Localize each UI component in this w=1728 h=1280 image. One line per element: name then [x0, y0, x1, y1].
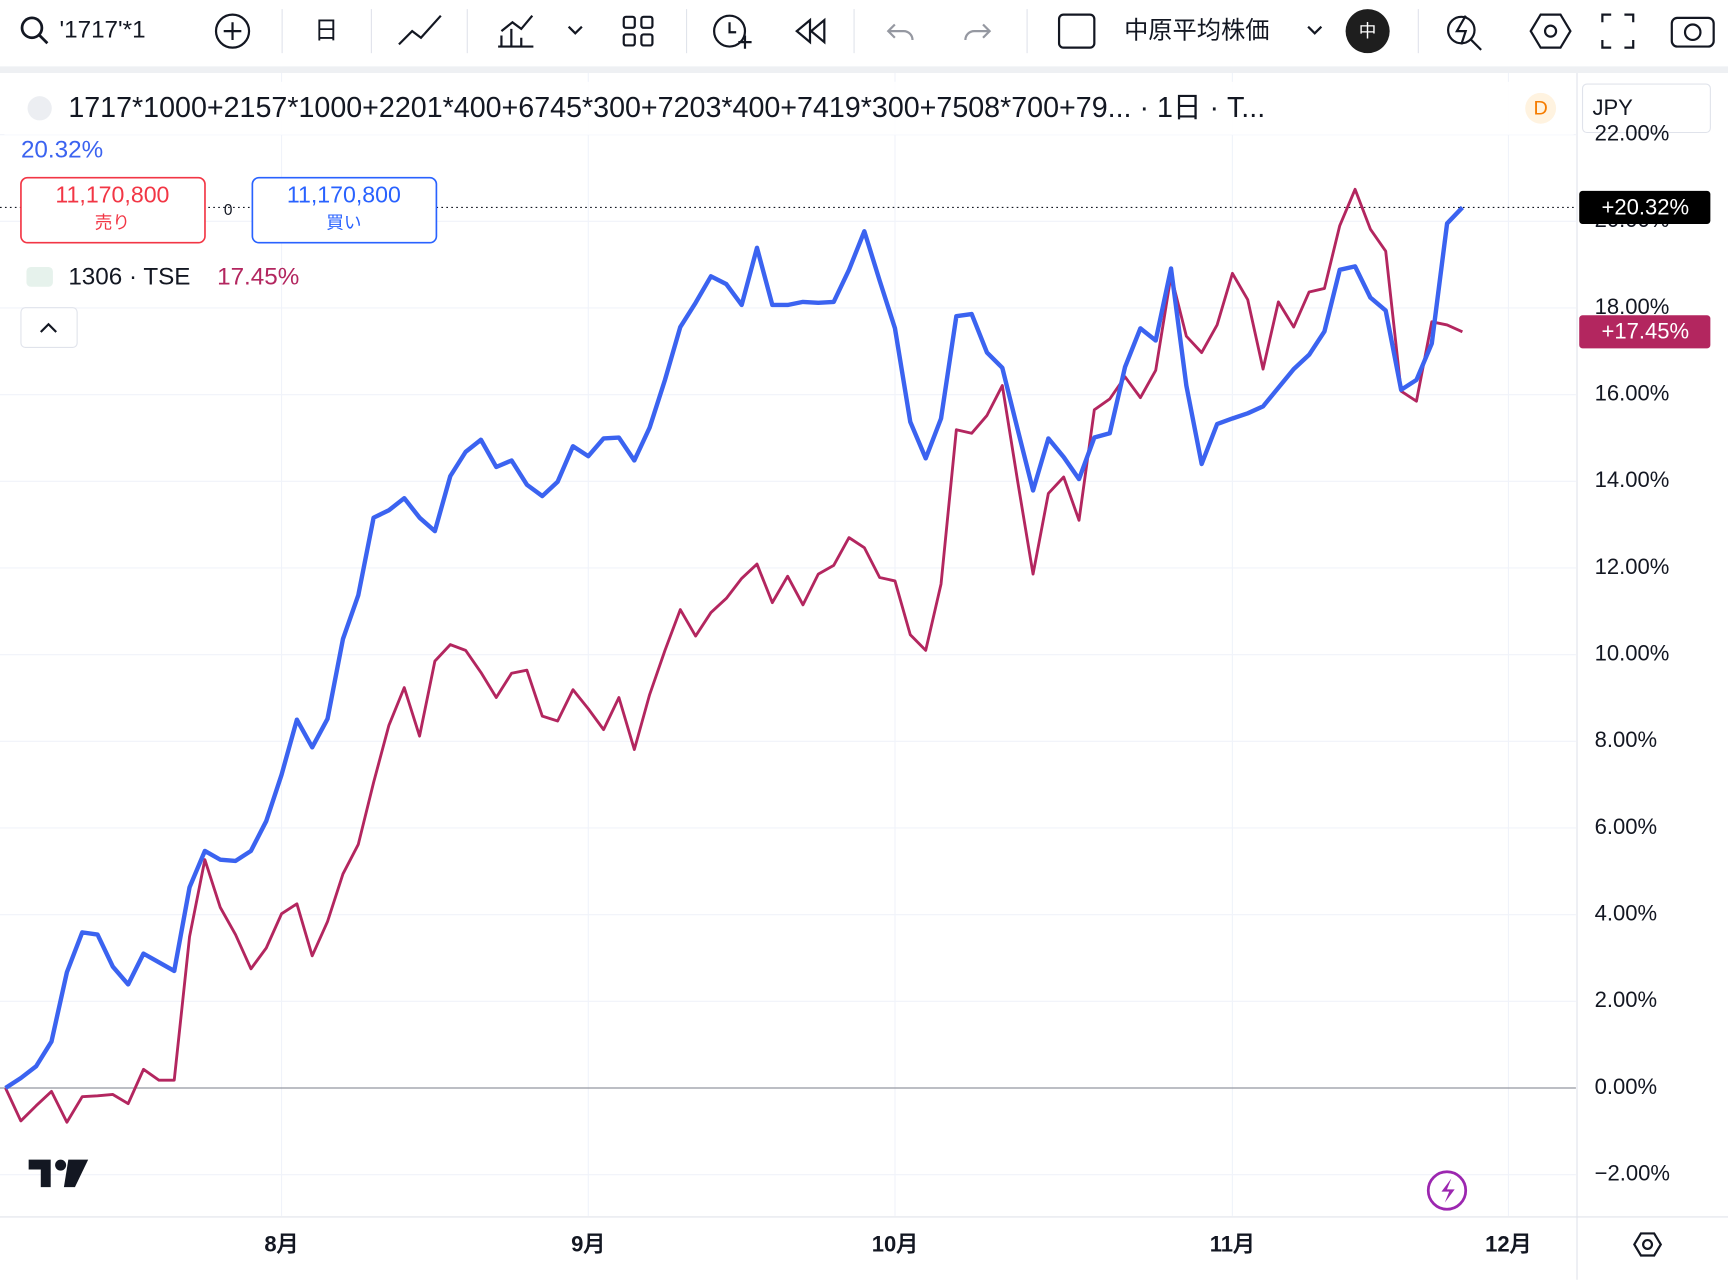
y-tick-label: 18.00%: [1595, 294, 1670, 319]
price-tag: [1579, 315, 1711, 349]
checkbox[interactable]: [1057, 13, 1096, 49]
spread: 0: [224, 202, 233, 219]
x-tick-label: 11月: [1210, 1231, 1255, 1256]
x-tick-label: 9月: [571, 1231, 605, 1256]
symbol[interactable]: '1717'*1: [60, 17, 146, 44]
search-icon[interactable]: [20, 16, 44, 40]
lang-button[interactable]: [1345, 9, 1390, 54]
buy-label: 買い: [326, 213, 361, 233]
sell-button[interactable]: [20, 176, 206, 244]
logo: [28, 1159, 89, 1188]
layout[interactable]: [622, 15, 654, 47]
main-title: 1717*1000+2157*1000+2201*400+6745*300+72…: [68, 92, 1265, 124]
undo[interactable]: [886, 23, 914, 41]
sell-price: 11,170,800: [55, 182, 169, 208]
series-line: [4, 205, 1464, 1090]
series-name: 1306 · TSE: [68, 263, 190, 290]
y-tick-label: 0.00%: [1595, 1074, 1657, 1099]
add-symbol[interactable]: [214, 13, 251, 49]
buy-button[interactable]: [251, 176, 438, 244]
alert[interactable]: [713, 14, 747, 48]
legend: 1717*1000+2157*1000+2201*400+6745*300+72…: [4, 81, 1711, 348]
badge: D: [1533, 98, 1547, 120]
y-tick-label: 14.00%: [1595, 467, 1670, 492]
x-tick-label: 8月: [264, 1231, 298, 1256]
y-tick-label: −2.00%: [1595, 1160, 1670, 1185]
collapse-button[interactable]: [20, 307, 78, 348]
price-tag-label: +17.45%: [1602, 319, 1690, 344]
chart-type[interactable]: [398, 14, 442, 46]
lang: 中: [1359, 21, 1377, 41]
fullscreen[interactable]: [1601, 13, 1635, 49]
y-tick-label: 16.00%: [1595, 380, 1670, 405]
series-value: 17.45%: [217, 263, 299, 290]
axis-settings[interactable]: [1633, 1232, 1663, 1257]
sell-label: 売り: [95, 213, 130, 233]
toolbar: '1717'*1 日 中原平均株価 中: [0, 9, 1728, 73]
y-tick-label: 2.00%: [1595, 987, 1657, 1012]
x-tick-label: 10月: [872, 1231, 919, 1256]
y-tick-label: 4.00%: [1595, 900, 1657, 925]
y-tick-label: 6.00%: [1595, 814, 1657, 839]
indicators[interactable]: [498, 14, 534, 48]
replay[interactable]: [795, 17, 826, 45]
buy-price: 11,170,800: [287, 182, 401, 208]
interval[interactable]: 日: [314, 18, 338, 45]
currency-box[interactable]: [1581, 83, 1711, 134]
y-tick-label: 8.00%: [1595, 727, 1657, 752]
compare-index[interactable]: 中原平均株価: [1124, 18, 1269, 45]
badge-bg: [1525, 92, 1557, 124]
redo[interactable]: [964, 23, 992, 41]
x-tick-label: 12月: [1485, 1231, 1532, 1256]
price-tag: [1579, 190, 1711, 224]
settings[interactable]: [1529, 13, 1572, 49]
currency: JPY: [1592, 95, 1633, 120]
y-tick-label: 22.00%: [1595, 120, 1670, 145]
screenshot[interactable]: [1670, 16, 1715, 48]
series-line: [4, 187, 1463, 1124]
y-tick-label: 10.00%: [1595, 640, 1670, 665]
series-value: 20.32%: [21, 137, 103, 164]
price-tag-label: +20.32%: [1602, 194, 1690, 219]
y-tick-label: 12.00%: [1595, 554, 1670, 579]
